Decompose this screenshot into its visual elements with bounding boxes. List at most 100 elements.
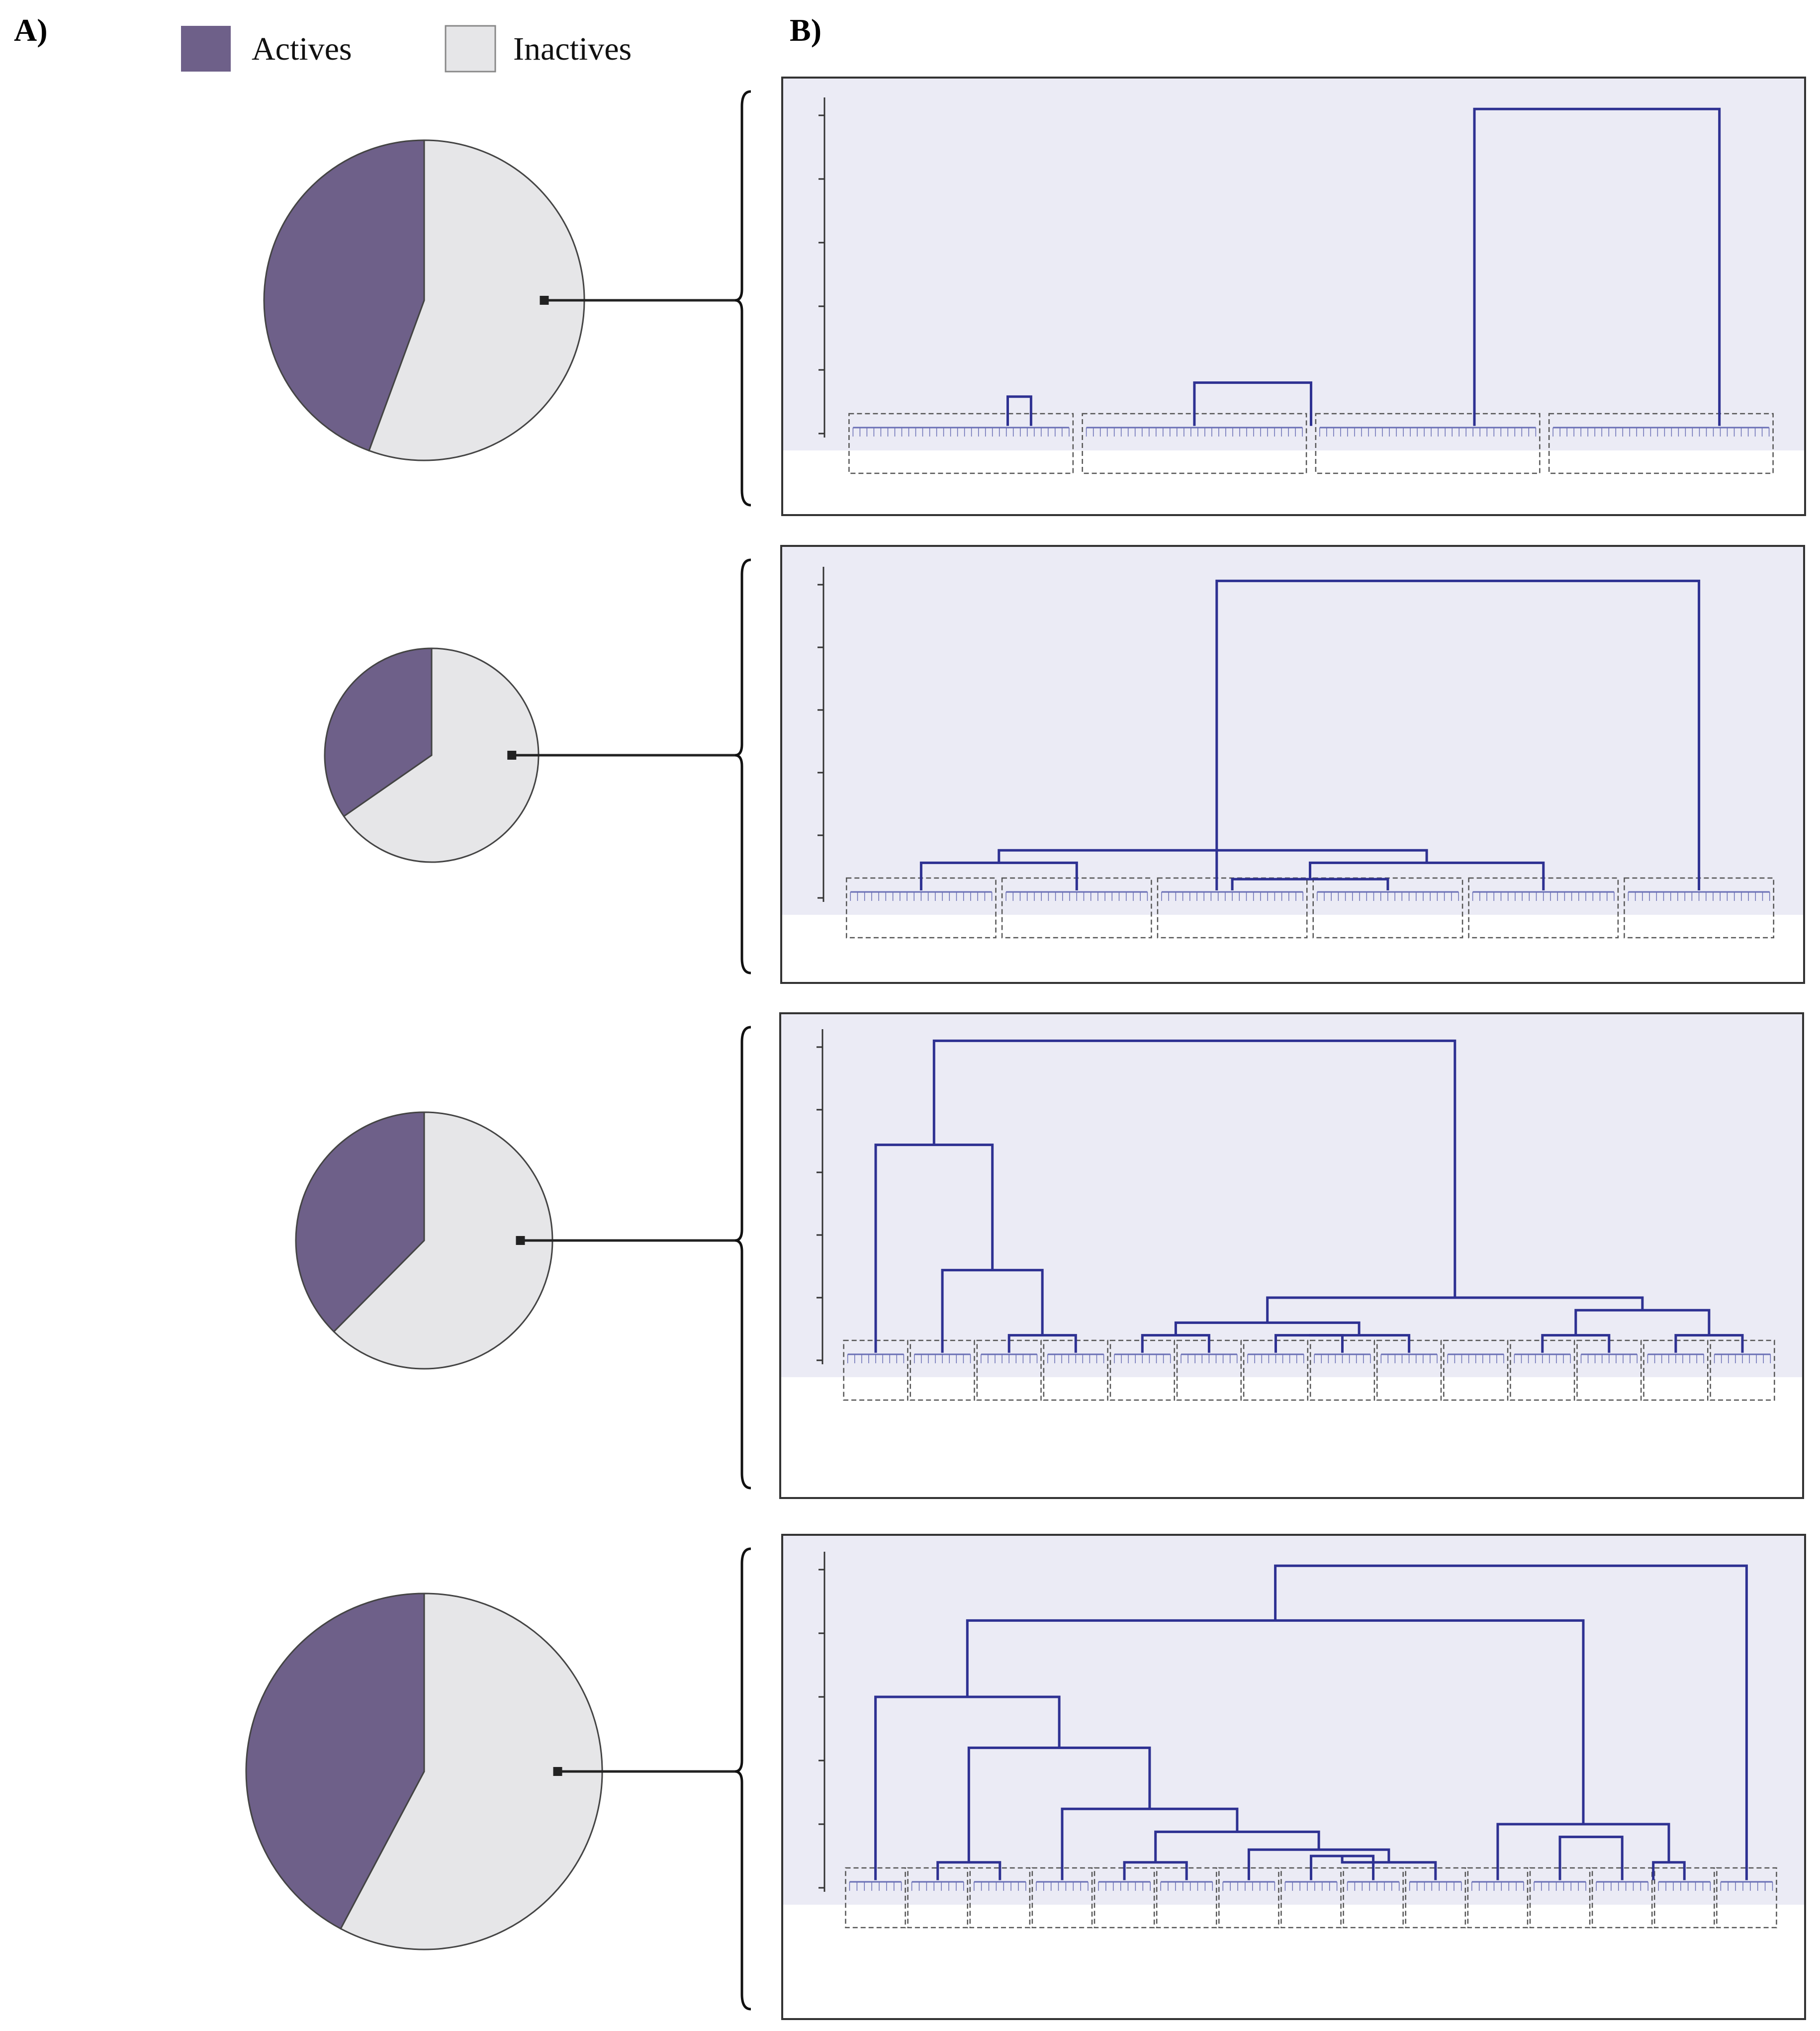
chart-row-u2os bbox=[245, 1534, 1806, 2020]
cluster-box bbox=[907, 1867, 969, 1929]
leaf-ticks bbox=[1447, 1354, 1504, 1363]
cluster-box bbox=[1315, 413, 1541, 474]
leaf-ticks bbox=[911, 1882, 964, 1891]
leaf-ticks bbox=[1472, 892, 1615, 901]
pie-slice-inactives bbox=[340, 1592, 603, 1950]
leaf-ticks bbox=[1181, 1354, 1238, 1363]
leaf-ticks bbox=[1552, 428, 1770, 437]
leaf-ticks bbox=[1380, 1354, 1438, 1363]
cluster-box bbox=[1280, 1867, 1342, 1929]
cluster-box bbox=[1218, 1867, 1279, 1929]
dendrogram-panel bbox=[781, 77, 1806, 516]
leaf-ticks bbox=[1596, 1882, 1648, 1891]
leaf-ticks bbox=[1658, 1882, 1711, 1891]
leaf-ticks bbox=[1317, 892, 1459, 901]
cluster-box bbox=[1716, 1867, 1777, 1929]
pie-slice-actives bbox=[295, 1111, 425, 1333]
leaf-ticks bbox=[849, 1882, 902, 1891]
cluster-box bbox=[1467, 1867, 1529, 1929]
leaf-ticks bbox=[981, 1354, 1038, 1363]
leaf-ticks bbox=[1514, 1354, 1571, 1363]
leaf-ticks bbox=[1284, 1882, 1338, 1891]
cluster-box bbox=[1591, 1867, 1653, 1929]
dendrogram-link bbox=[1558, 1836, 1624, 1880]
panel-b-label: B) bbox=[790, 12, 821, 48]
dendrogram-link bbox=[1309, 1334, 1411, 1353]
panel-a-header: A) Actives Inactives bbox=[14, 12, 632, 73]
leaf-ticks bbox=[1314, 1354, 1371, 1363]
bracket bbox=[734, 1547, 751, 2011]
leaf-ticks bbox=[1098, 1882, 1151, 1891]
pie-slice-actives bbox=[324, 647, 433, 817]
plot-background bbox=[782, 547, 1803, 915]
pie-slice-inactives bbox=[333, 1111, 553, 1370]
bracket bbox=[734, 558, 751, 974]
dendrogram-link bbox=[1473, 107, 1721, 426]
leaf-ticks bbox=[1161, 892, 1303, 901]
dendrogram-panel bbox=[781, 1534, 1806, 2020]
legend-label-actives: Actives bbox=[252, 31, 352, 67]
dendrogram-panel bbox=[780, 545, 1805, 984]
bracket bbox=[734, 90, 751, 507]
leaf-ticks bbox=[847, 1354, 905, 1363]
pie-slice-actives bbox=[263, 139, 425, 452]
leaf-ticks bbox=[1720, 1882, 1773, 1891]
cluster-box bbox=[1529, 1867, 1591, 1929]
leaf-ticks bbox=[1647, 1354, 1704, 1363]
cluster-box bbox=[1405, 1867, 1466, 1929]
cluster-box bbox=[1093, 1867, 1155, 1929]
leaf-ticks bbox=[1036, 1882, 1089, 1891]
cluster-box bbox=[1031, 1867, 1093, 1929]
leaf-ticks bbox=[914, 1354, 971, 1363]
cluster-box bbox=[845, 1867, 906, 1929]
plot-background bbox=[783, 79, 1804, 450]
leaf-ticks bbox=[1319, 428, 1537, 437]
chart-row-mg63 bbox=[324, 545, 1805, 984]
cluster-box bbox=[1156, 1867, 1217, 1929]
chart-row-hos bbox=[263, 77, 1806, 516]
leaf-ticks bbox=[1580, 1354, 1638, 1363]
leaf-ticks bbox=[1534, 1882, 1586, 1891]
leaf-ticks bbox=[1471, 1882, 1524, 1891]
leaf-ticks bbox=[1047, 1354, 1104, 1363]
cluster-box bbox=[1343, 1867, 1404, 1929]
dendrogram-link bbox=[1274, 1564, 1748, 1880]
leaf-ticks bbox=[1114, 1354, 1171, 1363]
dendrogram-link bbox=[1193, 381, 1312, 426]
plot-background bbox=[783, 1536, 1804, 1905]
cluster-box bbox=[1653, 1867, 1715, 1929]
pie-slice-inactives bbox=[368, 139, 585, 461]
leaf-ticks bbox=[1628, 892, 1770, 901]
cluster-box bbox=[969, 1867, 1031, 1929]
cluster-box bbox=[1548, 413, 1774, 474]
cluster-box bbox=[848, 413, 1074, 474]
pie-slice-inactives bbox=[343, 647, 540, 863]
chart-row-saos2 bbox=[295, 1012, 1804, 1499]
pie-slice-actives bbox=[245, 1592, 425, 1930]
leaf-ticks bbox=[850, 892, 993, 901]
plot-background bbox=[781, 1014, 1802, 1377]
legend-swatch-inactives bbox=[445, 25, 496, 73]
leaf-ticks bbox=[974, 1882, 1026, 1891]
dendrogram-link bbox=[932, 1039, 1456, 1298]
leaf-ticks bbox=[1222, 1882, 1275, 1891]
leaf-ticks bbox=[1247, 1354, 1304, 1363]
leaf-ticks bbox=[1005, 892, 1148, 901]
legend-label-inactives: Inactives bbox=[513, 31, 632, 67]
dendrogram-panel bbox=[779, 1012, 1804, 1499]
dendrogram-link bbox=[1215, 579, 1701, 890]
legend-swatch-actives bbox=[181, 26, 231, 72]
leaf-ticks bbox=[852, 428, 1070, 437]
leaf-ticks bbox=[1347, 1882, 1400, 1891]
leaf-ticks bbox=[1409, 1882, 1462, 1891]
bracket bbox=[734, 1026, 751, 1490]
leaf-ticks bbox=[1714, 1354, 1771, 1363]
leaf-ticks bbox=[1160, 1882, 1213, 1891]
panel-a-label: A) bbox=[14, 12, 48, 48]
cluster-box bbox=[1443, 1339, 1509, 1401]
dendrogram-link bbox=[1006, 395, 1032, 426]
chart-rows bbox=[245, 77, 1806, 2020]
dendrogram-link bbox=[998, 849, 1428, 863]
panel-b-header: B) bbox=[790, 12, 821, 48]
